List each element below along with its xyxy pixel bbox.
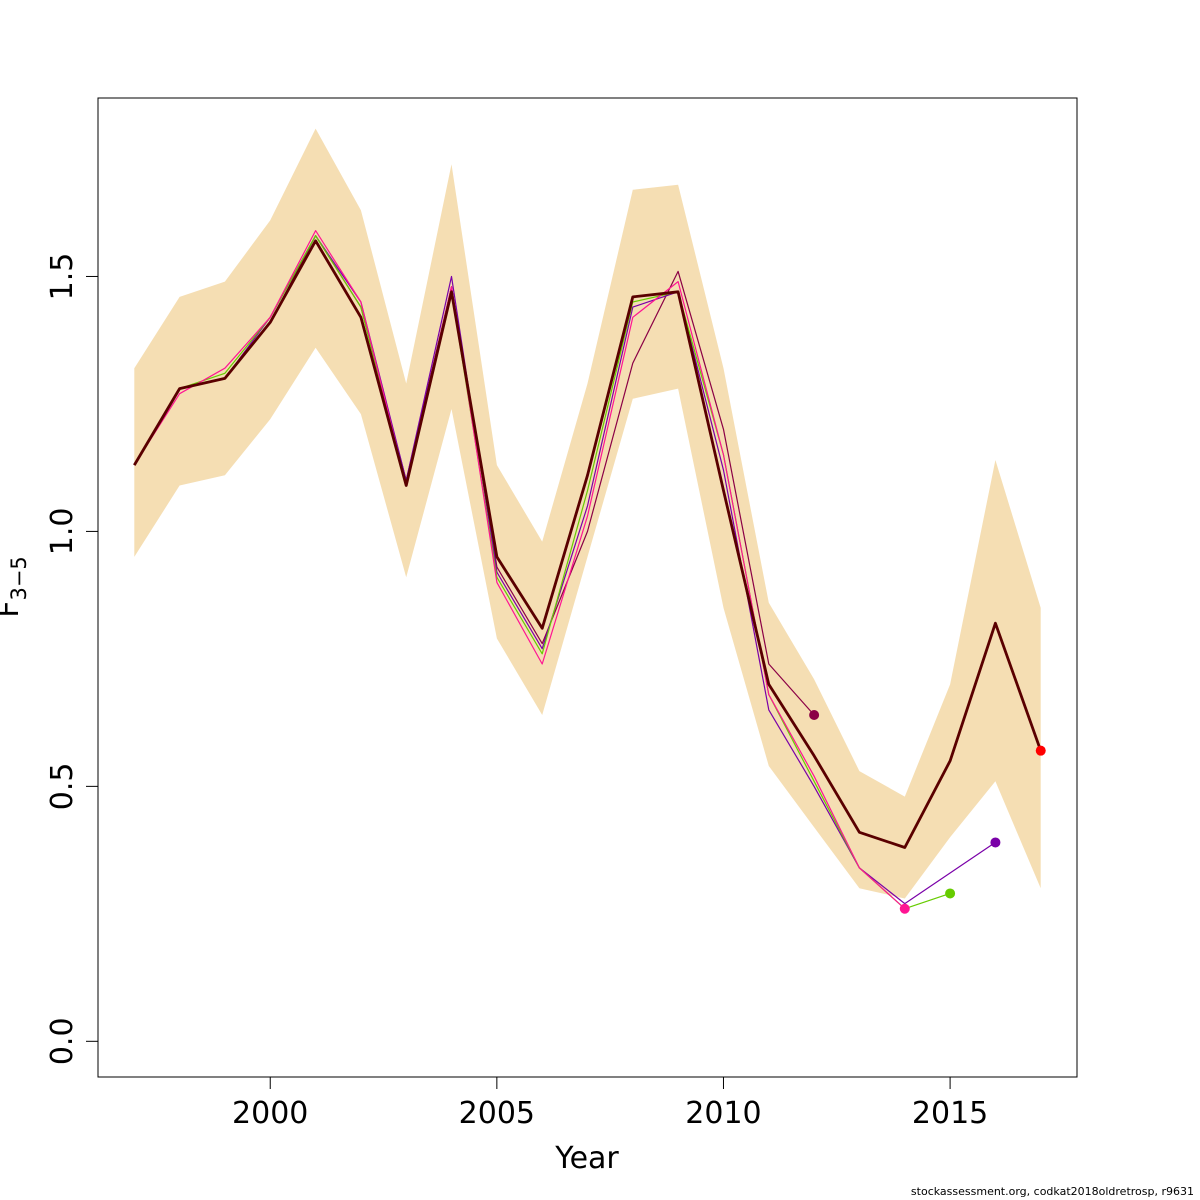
series-layer — [133, 230, 1046, 914]
x-tick-label: 2015 — [912, 1096, 988, 1131]
x-axis: 2000 2005 2010 2015 — [232, 1076, 988, 1131]
series-end-point-1 — [809, 709, 820, 720]
y-tick-label: 1.0 — [45, 508, 80, 556]
y-tick-label: 0.5 — [45, 763, 80, 811]
plot-frame — [97, 97, 1078, 1078]
footer-credit: stockassessment.org, codkat2018oldretros… — [910, 1185, 1194, 1198]
series-end-point-4 — [899, 903, 910, 914]
y-tick-label: 0.0 — [45, 1017, 80, 1065]
series-line-5 — [133, 239, 1043, 849]
series-end-point-5 — [1035, 745, 1046, 756]
x-tick-label: 2000 — [232, 1096, 308, 1131]
series-end-point-2 — [990, 837, 1001, 848]
x-axis-title: Year — [554, 1141, 619, 1176]
y-axis: 0.0 0.5 1.0 1.5 — [45, 253, 99, 1065]
y-axis-title-main: F — [0, 601, 26, 618]
y-tick-label: 1.5 — [45, 253, 80, 301]
series-line-4 — [133, 230, 906, 910]
y-axis-title-sub: 3−5 — [7, 556, 31, 600]
x-tick-label: 2005 — [459, 1096, 535, 1131]
x-tick-label: 2010 — [685, 1096, 761, 1131]
y-axis-title: F3−5 — [0, 556, 31, 618]
series-end-point-3 — [945, 888, 956, 899]
